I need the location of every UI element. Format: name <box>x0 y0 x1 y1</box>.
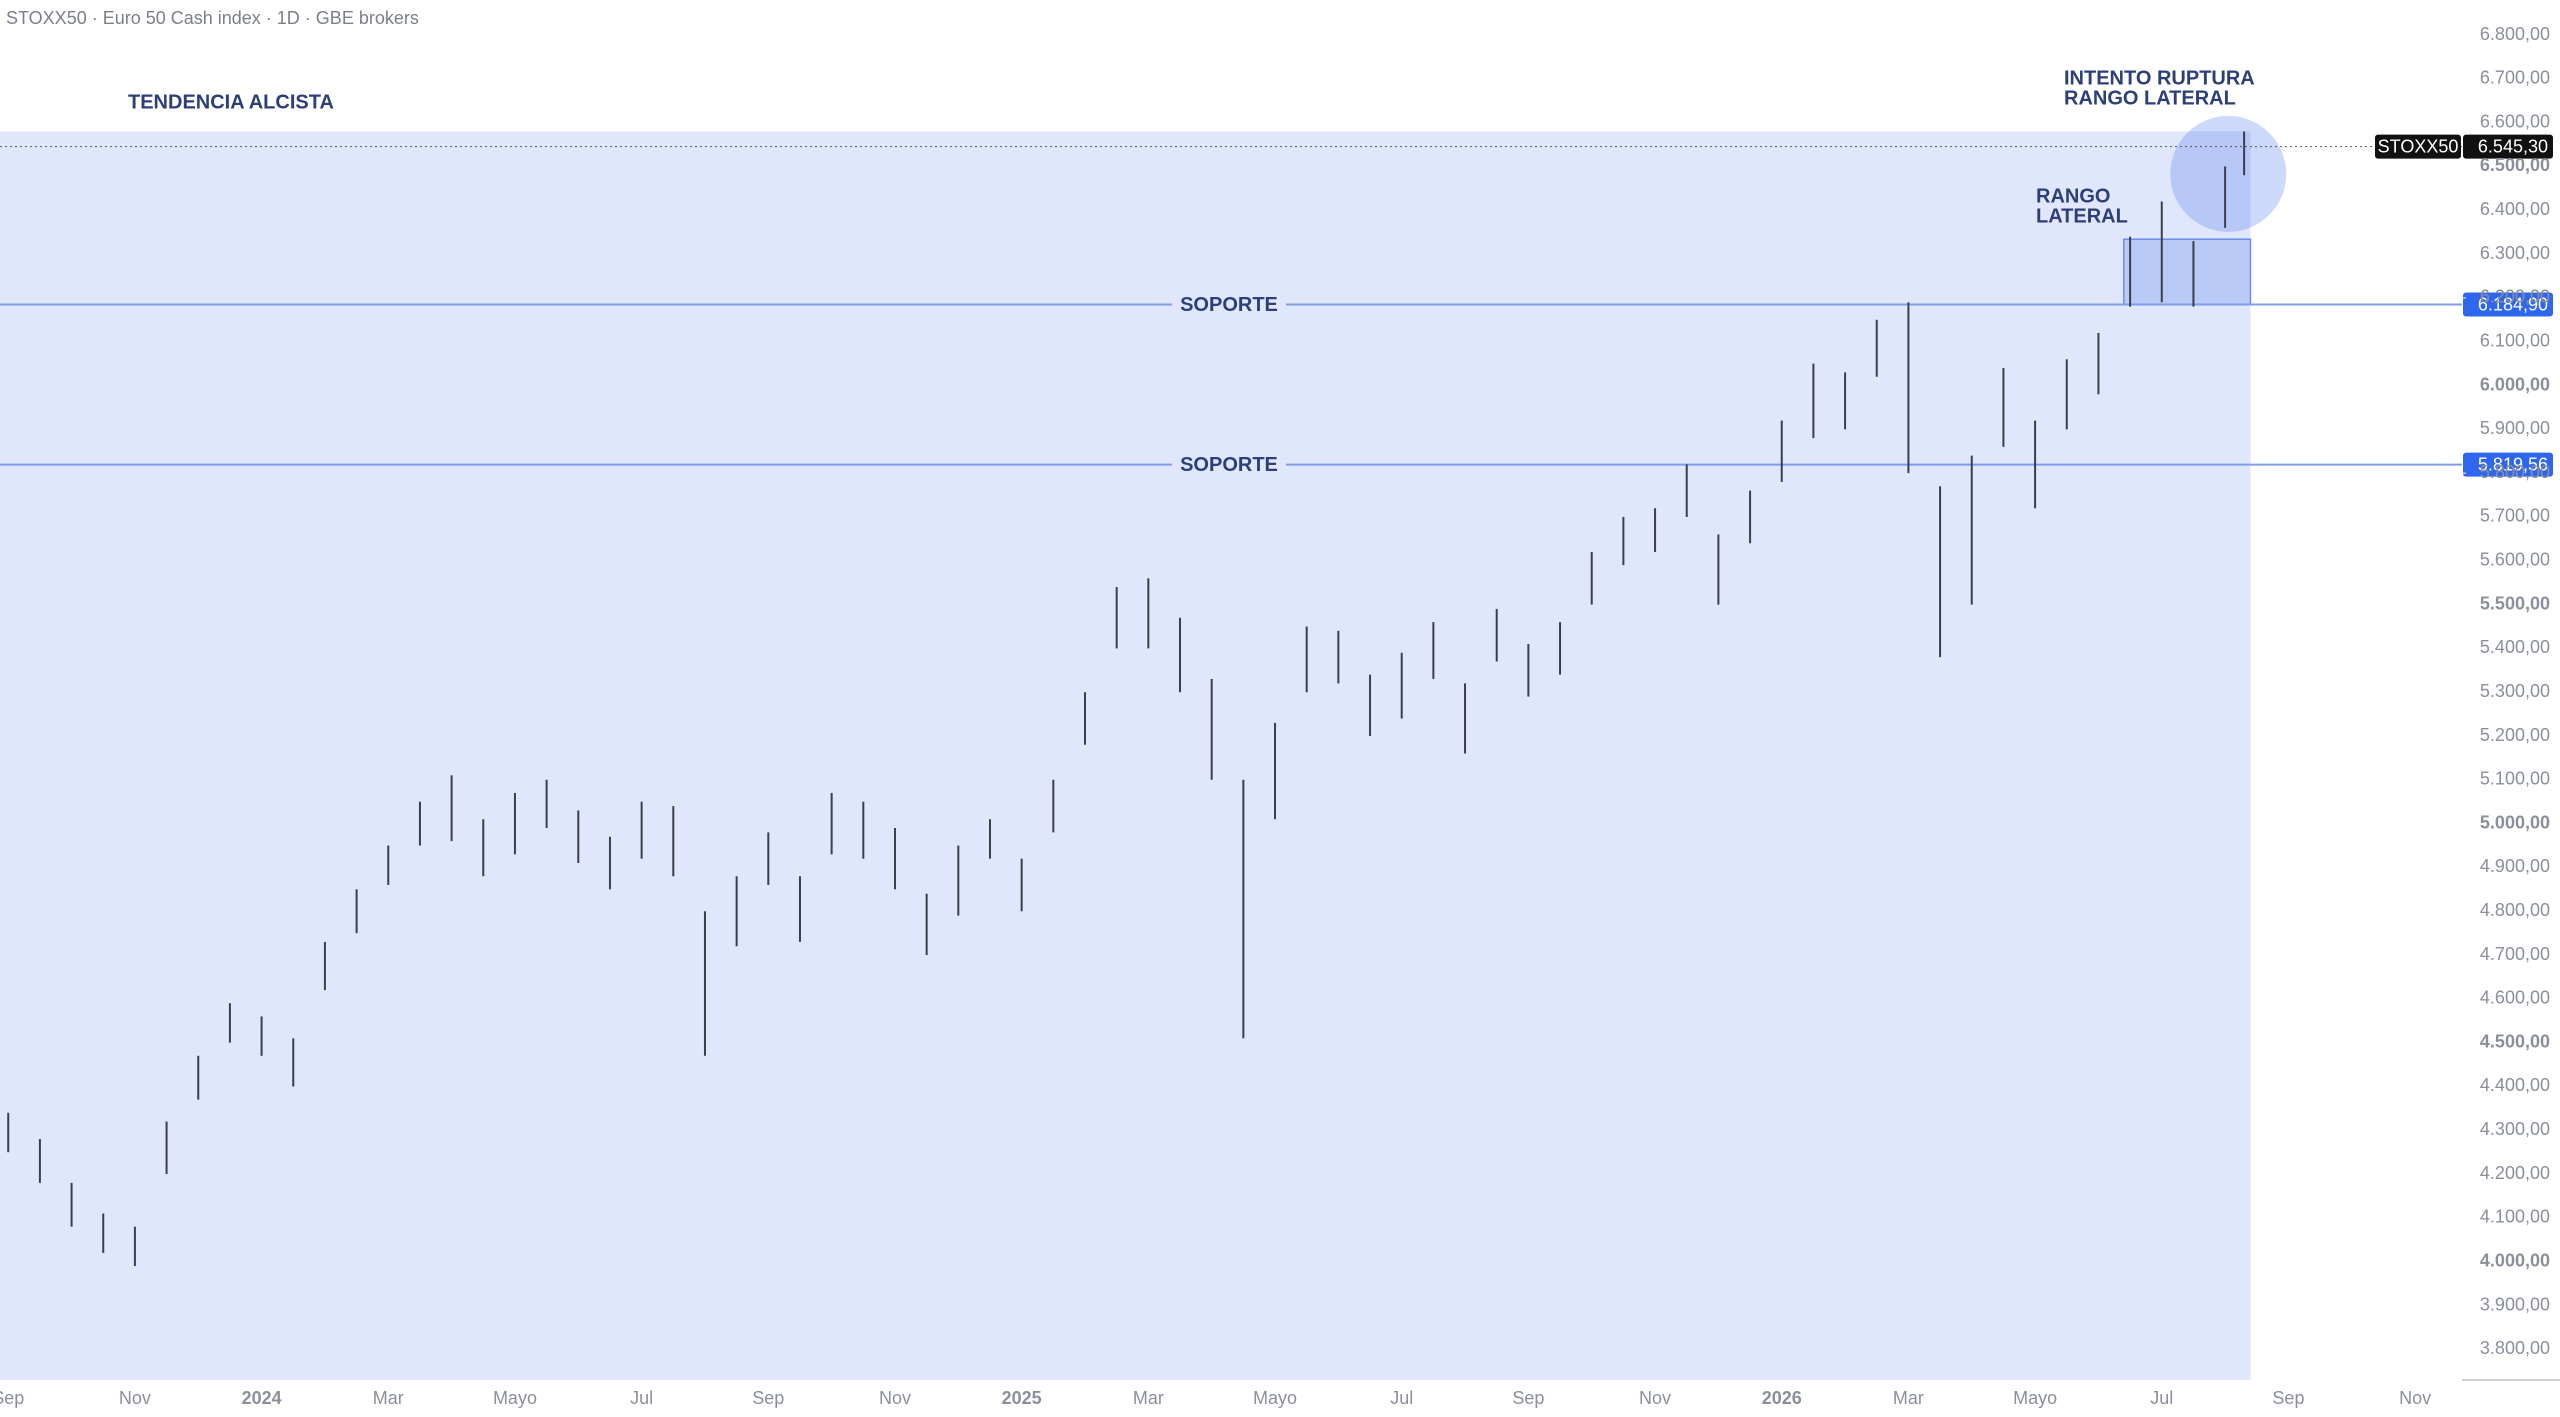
y-tick-label: 6.800,00 <box>2480 24 2550 44</box>
y-tick-label: 6.400,00 <box>2480 199 2550 219</box>
y-tick-label: 4.400,00 <box>2480 1075 2550 1095</box>
y-tick-label: 5.700,00 <box>2480 506 2550 526</box>
last-price-label: 6.545,30 <box>2478 136 2548 156</box>
x-tick-label: Mar <box>373 1388 404 1408</box>
level-badge <box>2463 452 2553 477</box>
last-price-badge <box>2463 134 2553 159</box>
y-tick-label: 4.600,00 <box>2480 988 2550 1008</box>
x-tick-label: Mar <box>1133 1388 1164 1408</box>
trend-zone <box>0 131 2251 1380</box>
y-tick-label: 4.800,00 <box>2480 900 2550 920</box>
x-tick-label: Sep <box>2272 1388 2304 1408</box>
y-tick-label: 3.900,00 <box>2480 1294 2550 1314</box>
support-label-bg <box>1172 292 1286 317</box>
y-tick-label: 5.900,00 <box>2480 418 2550 438</box>
x-tick-label: Jul <box>1390 1388 1413 1408</box>
y-tick-label: 6.700,00 <box>2480 68 2550 88</box>
level-badge-label: 6.184,90 <box>2478 294 2548 314</box>
y-tick-label: 5.500,00 <box>2480 593 2550 613</box>
y-tick-label: 6.600,00 <box>2480 111 2550 131</box>
y-tick-label: 5.600,00 <box>2480 550 2550 570</box>
x-tick-label: Nov <box>1639 1388 1671 1408</box>
x-tick-label: Mayo <box>493 1388 537 1408</box>
level-badge <box>2463 292 2553 317</box>
x-tick-label: Jul <box>2150 1388 2173 1408</box>
x-tick-label: Mar <box>1893 1388 1924 1408</box>
chart-title: STOXX50 · Euro 50 Cash index · 1D · GBE … <box>6 8 419 28</box>
x-tick-label: Nov <box>119 1388 151 1408</box>
y-tick-label: 6.200,00 <box>2480 287 2550 307</box>
y-tick-label: 3.800,00 <box>2480 1338 2550 1358</box>
x-tick-label: Mayo <box>1253 1388 1297 1408</box>
y-tick-label: 4.700,00 <box>2480 944 2550 964</box>
level-badge-label: 5.819,56 <box>2478 454 2548 474</box>
support-label: SOPORTE <box>1180 294 1278 316</box>
y-tick-label: 5.400,00 <box>2480 637 2550 657</box>
x-tick-label: 2026 <box>1762 1388 1802 1408</box>
last-name: STOXX50 <box>2378 136 2459 156</box>
last-name-badge <box>2375 134 2461 159</box>
x-tick-label: 2025 <box>1002 1388 1042 1408</box>
y-tick-label: 5.300,00 <box>2480 681 2550 701</box>
y-tick-label: 5.200,00 <box>2480 725 2550 745</box>
x-tick-label: Nov <box>879 1388 911 1408</box>
y-tick-label: 4.900,00 <box>2480 856 2550 876</box>
x-tick-label: Mayo <box>2013 1388 2057 1408</box>
y-tick-label: 4.300,00 <box>2480 1119 2550 1139</box>
y-tick-label: 6.100,00 <box>2480 330 2550 350</box>
range-box <box>2123 238 2252 306</box>
x-tick-label: Sep <box>1512 1388 1544 1408</box>
y-tick-label: 5.800,00 <box>2480 462 2550 482</box>
y-tick-label: 4.200,00 <box>2480 1163 2550 1183</box>
range-label: LATERAL <box>2036 205 2128 227</box>
y-tick-label: 6.500,00 <box>2480 155 2550 175</box>
x-tick-label: Sep <box>0 1388 24 1408</box>
range-label: RANGO <box>2036 185 2110 207</box>
y-tick-label: 6.000,00 <box>2480 374 2550 394</box>
support-label-bg <box>1172 452 1286 477</box>
breakout-label: INTENTO RUPTURA <box>2064 67 2255 89</box>
x-tick-label: Sep <box>752 1388 784 1408</box>
y-tick-label: 4.500,00 <box>2480 1031 2550 1051</box>
y-tick-label: 5.000,00 <box>2480 812 2550 832</box>
zone-label: TENDENCIA ALCISTA <box>128 91 334 113</box>
breakout-label: RANGO LATERAL <box>2064 87 2236 109</box>
x-tick-label: Nov <box>2399 1388 2431 1408</box>
x-tick-label: 2024 <box>242 1388 282 1408</box>
y-tick-label: 4.000,00 <box>2480 1250 2550 1270</box>
y-tick-label: 6.300,00 <box>2480 243 2550 263</box>
y-tick-label: 4.100,00 <box>2480 1207 2550 1227</box>
y-tick-label: 5.100,00 <box>2480 769 2550 789</box>
support-label: SOPORTE <box>1180 454 1278 476</box>
breakout-circle <box>2170 115 2287 232</box>
x-tick-label: Jul <box>630 1388 653 1408</box>
